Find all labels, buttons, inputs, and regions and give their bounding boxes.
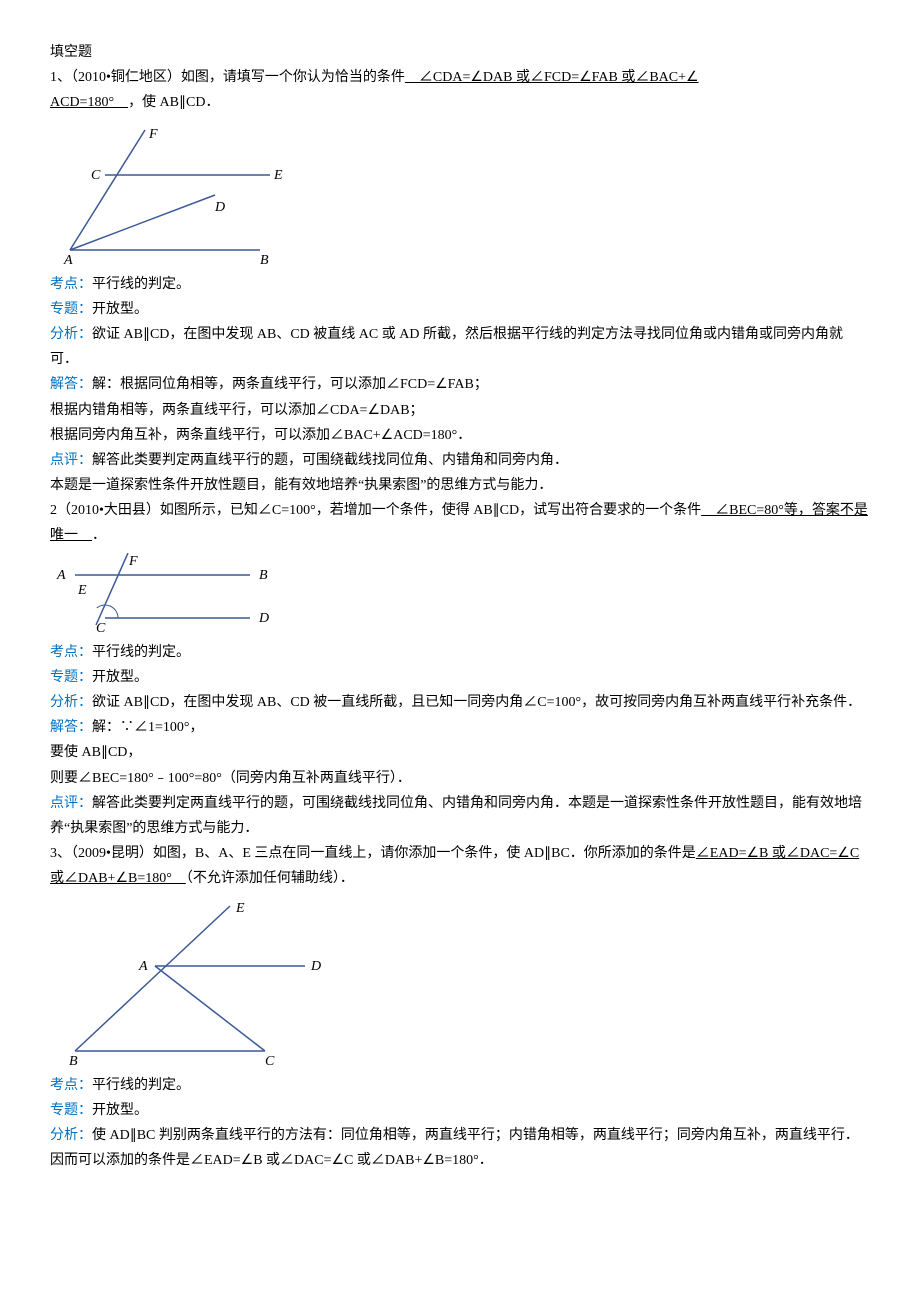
svg-text:D: D <box>214 200 225 215</box>
fenxi-value: 欲证 AB∥CD，在图中发现 AB、CD 被直线 AC 或 AD 所截，然后根据… <box>50 327 843 367</box>
svg-text:E: E <box>235 901 245 916</box>
dianping-value: 解答此类要判定两直线平行的题，可围绕截线找同位角、内错角和同旁内角．本题是一道探… <box>50 796 862 836</box>
q3-zhuanti: 专题：开放型。 <box>50 1098 870 1123</box>
zhuanti-label: 专题： <box>50 1103 92 1118</box>
kaodian-label: 考点： <box>50 277 92 292</box>
svg-text:C: C <box>96 621 106 636</box>
svg-text:B: B <box>69 1054 78 1069</box>
q2-jieda-1: 解答：解：∵∠1=100°， <box>50 715 870 740</box>
svg-text:B: B <box>260 253 269 268</box>
svg-text:B: B <box>259 568 268 583</box>
q1-prompt-line2: ACD=180° ，使 AB∥CD． <box>50 90 870 115</box>
jieda-label: 解答： <box>50 720 92 735</box>
q1-blank-1: ∠CDA=∠DAB 或∠FCD=∠FAB 或∠BAC+∠ <box>405 70 699 85</box>
q1-text-b: ，使 AB∥CD． <box>128 95 219 110</box>
svg-text:E: E <box>273 168 283 183</box>
kaodian-value: 平行线的判定。 <box>92 1078 190 1093</box>
zhuanti-value: 开放型。 <box>92 670 148 685</box>
q2-jieda-2: 要使 AB∥CD， <box>50 740 870 765</box>
dianping-label: 点评： <box>50 796 92 811</box>
q3-kaodian: 考点：平行线的判定。 <box>50 1073 870 1098</box>
q3-text-a: 3、（2009•昆明）如图，B、A、E 三点在同一直线上，请你添加一个条件，使 … <box>50 846 696 861</box>
q2-kaodian: 考点：平行线的判定。 <box>50 640 870 665</box>
q1-fenxi: 分析：欲证 AB∥CD，在图中发现 AB、CD 被直线 AC 或 AD 所截，然… <box>50 322 870 372</box>
svg-text:A: A <box>63 253 73 268</box>
fenxi-value: 使 AD∥BC 判别两条直线平行的方法有：同位角相等，两直线平行；内错角相等，两… <box>50 1128 859 1168</box>
q2-text-a: 2（2010•大田县）如图所示，已知∠C=100°，若增加一个条件，使得 AB∥… <box>50 503 701 518</box>
dianping-label: 点评： <box>50 453 92 468</box>
q3-figure: A B C D E <box>50 896 330 1071</box>
zhuanti-label: 专题： <box>50 670 92 685</box>
q2-prompt: 2（2010•大田县）如图所示，已知∠C=100°，若增加一个条件，使得 AB∥… <box>50 498 870 548</box>
svg-text:F: F <box>128 554 138 569</box>
q1-blank-2: ACD=180° <box>50 95 128 110</box>
svg-text:C: C <box>91 168 101 183</box>
jieda-value-1: 解：根据同位角相等，两条直线平行，可以添加∠FCD=∠FAB； <box>92 377 488 392</box>
svg-text:E: E <box>77 583 87 598</box>
q1-kaodian: 考点：平行线的判定。 <box>50 272 870 297</box>
q1-figure: A B C D E F <box>50 120 290 270</box>
q2-text-b: ． <box>92 528 106 543</box>
q1-text-a: 1、（2010•铜仁地区）如图，请填写一个你认为恰当的条件 <box>50 70 405 85</box>
q1-dianping: 点评：解答此类要判定两直线平行的题，可围绕截线找同位角、内错角和同旁内角． <box>50 448 870 473</box>
q2-figure: A B C D E F <box>50 553 280 638</box>
q3-fenxi: 分析：使 AD∥BC 判别两条直线平行的方法有：同位角相等，两直线平行；内错角相… <box>50 1123 870 1173</box>
q1-prompt: 1、（2010•铜仁地区）如图，请填写一个你认为恰当的条件 ∠CDA=∠DAB … <box>50 65 870 90</box>
q1-zhuanti: 专题：开放型。 <box>50 297 870 322</box>
zhuanti-label: 专题： <box>50 302 92 317</box>
svg-text:C: C <box>265 1054 275 1069</box>
section-header: 填空题 <box>50 40 870 65</box>
kaodian-value: 平行线的判定。 <box>92 277 190 292</box>
svg-text:A: A <box>56 568 66 583</box>
kaodian-value: 平行线的判定。 <box>92 645 190 660</box>
q2-jieda-3: 则要∠BEC=180°﹣100°=80°（同旁内角互补两直线平行）． <box>50 766 870 791</box>
fenxi-label: 分析： <box>50 695 92 710</box>
svg-text:D: D <box>258 611 269 626</box>
zhuanti-value: 开放型。 <box>92 302 148 317</box>
fenxi-value: 欲证 AB∥CD，在图中发现 AB、CD 被一直线所截，且已知一同旁内角∠C=1… <box>92 695 861 710</box>
q2-zhuanti: 专题：开放型。 <box>50 665 870 690</box>
q1-jieda-1: 解答：解：根据同位角相等，两条直线平行，可以添加∠FCD=∠FAB； <box>50 372 870 397</box>
q2-fenxi: 分析：欲证 AB∥CD，在图中发现 AB、CD 被一直线所截，且已知一同旁内角∠… <box>50 690 870 715</box>
q3-text-b: （不允许添加任何辅助线）． <box>186 871 354 886</box>
fenxi-label: 分析： <box>50 1128 92 1143</box>
zhuanti-value: 开放型。 <box>92 1103 148 1118</box>
q1-jieda-3: 根据同旁内角互补，两条直线平行，可以添加∠BAC+∠ACD=180°． <box>50 423 870 448</box>
q1-extra: 本题是一道探索性条件开放性题目，能有效地培养“执果索图”的思维方式与能力． <box>50 473 870 498</box>
svg-text:F: F <box>148 127 158 142</box>
svg-text:D: D <box>310 959 321 974</box>
fenxi-label: 分析： <box>50 327 92 342</box>
q3-prompt: 3、（2009•昆明）如图，B、A、E 三点在同一直线上，请你添加一个条件，使 … <box>50 841 870 891</box>
kaodian-label: 考点： <box>50 1078 92 1093</box>
svg-text:A: A <box>138 959 148 974</box>
q1-jieda-2: 根据内错角相等，两条直线平行，可以添加∠CDA=∠DAB； <box>50 398 870 423</box>
jieda-label: 解答： <box>50 377 92 392</box>
jieda-value-1: 解：∵∠1=100°， <box>92 720 204 735</box>
q2-dianping: 点评：解答此类要判定两直线平行的题，可围绕截线找同位角、内错角和同旁内角．本题是… <box>50 791 870 841</box>
kaodian-label: 考点： <box>50 645 92 660</box>
dianping-value: 解答此类要判定两直线平行的题，可围绕截线找同位角、内错角和同旁内角． <box>92 453 568 468</box>
